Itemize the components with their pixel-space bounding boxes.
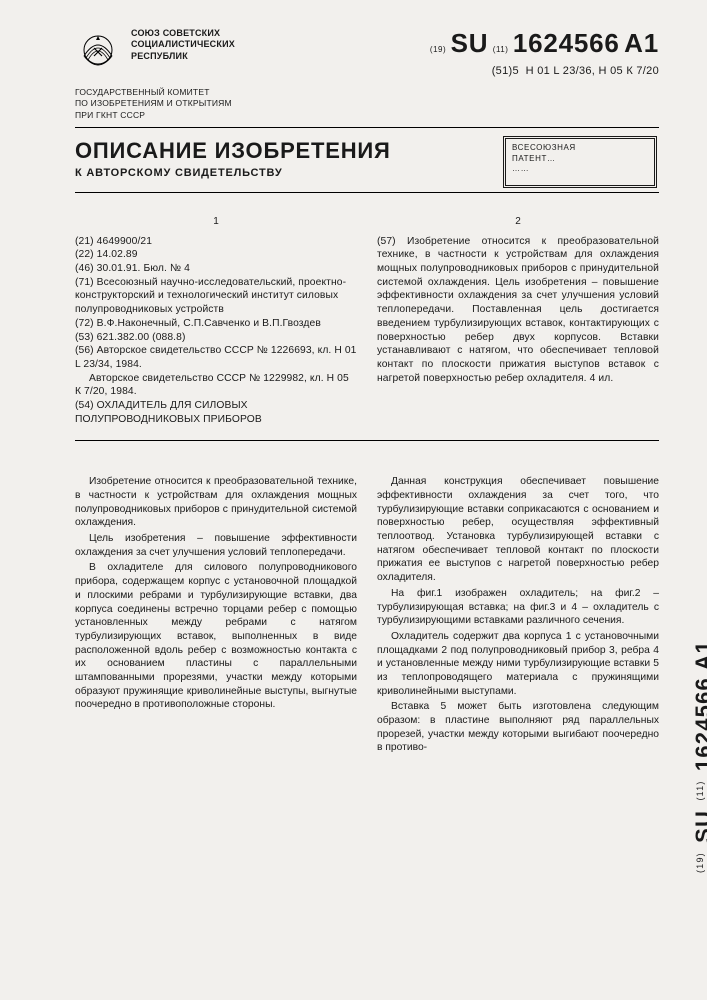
divider bbox=[75, 192, 659, 193]
union-name: СОЮЗ СОВЕТСКИХ СОЦИАЛИСТИЧЕСКИХ РЕСПУБЛИ… bbox=[131, 28, 235, 62]
body-paragraph: Данная конструкция обеспечивает повышени… bbox=[377, 475, 659, 585]
field-46: (46) 30.01.91. Бюл. № 4 bbox=[75, 262, 357, 276]
field-57-abstract: (57) Изобретение относится к преобразова… bbox=[377, 235, 659, 386]
committee-name: ГОСУДАРСТВЕННЫЙ КОМИТЕТ ПО ИЗОБРЕТЕНИЯМ … bbox=[75, 87, 659, 121]
committee-line: ПО ИЗОБРЕТЕНИЯМ И ОТКРЫТИЯМ bbox=[75, 98, 659, 109]
publication-number: (19) SU (11) 1624566 A1 (51)5 Н 01 L 23/… bbox=[430, 28, 659, 77]
committee-line: ПРИ ГКНТ СССР bbox=[75, 110, 659, 121]
body-paragraph: Цель изобретения – повышение эффективнос… bbox=[75, 532, 357, 559]
side-number: 1624566 A1 bbox=[691, 640, 707, 771]
field-72: (72) В.Ф.Наконечный, С.П.Савченко и В.П.… bbox=[75, 317, 357, 331]
side-11: (11) bbox=[695, 780, 705, 800]
side-country: SU bbox=[691, 810, 707, 843]
field-11-label: (11) bbox=[493, 45, 509, 54]
body-right-column: Данная конструкция обеспечивает повышени… bbox=[377, 475, 659, 757]
body-paragraph: Вставка 5 может быть изготовлена следующ… bbox=[377, 700, 659, 755]
body-paragraph: Изобретение относится к преобразовательн… bbox=[75, 475, 357, 530]
column-number: 2 bbox=[377, 215, 659, 228]
body-paragraph: Охладитель содержит два корпуса 1 с уста… bbox=[377, 630, 659, 698]
stamp-line: ВСЕСОЮЗНАЯ bbox=[512, 143, 648, 153]
field-53: (53) 621.382.00 (088.8) bbox=[75, 331, 357, 345]
body-left-column: Изобретение относится к преобразовательн… bbox=[75, 475, 357, 757]
country-code: SU bbox=[451, 28, 489, 58]
union-line: СОЮЗ СОВЕТСКИХ bbox=[131, 28, 235, 39]
library-stamp: ВСЕСОЮЗНАЯ ПАТЕНТ… …… bbox=[505, 138, 655, 186]
body-paragraph: В охладителе для силового полупроводнико… bbox=[75, 561, 357, 712]
pub-kind: A1 bbox=[624, 28, 659, 58]
field-54: (54) ОХЛАДИТЕЛЬ ДЛЯ СИЛОВЫХ ПОЛУПРОВОДНИ… bbox=[75, 399, 357, 426]
divider bbox=[75, 127, 659, 128]
doc-title: ОПИСАНИЕ ИЗОБРЕТЕНИЯ bbox=[75, 138, 391, 164]
committee-line: ГОСУДАРСТВЕННЫЙ КОМИТЕТ bbox=[75, 87, 659, 98]
field-22: (22) 14.02.89 bbox=[75, 248, 357, 262]
field-56b: Авторское свидетельство СССР № 1229982, … bbox=[75, 372, 357, 399]
union-line: РЕСПУБЛИК bbox=[131, 51, 235, 62]
column-number: 1 bbox=[75, 215, 357, 228]
pub-number: 1624566 bbox=[513, 28, 620, 58]
divider bbox=[75, 440, 659, 441]
field-19-label: (19) bbox=[430, 45, 446, 54]
field-71: (71) Всесоюзный научно-исследовательский… bbox=[75, 276, 357, 317]
stamp-line: …… bbox=[512, 164, 648, 174]
side-publication-label: (19) SU (11) 1624566 A1 bbox=[691, 640, 707, 875]
state-emblem bbox=[75, 28, 121, 74]
body-paragraph: На фиг.1 изображен охладитель; на фиг.2 … bbox=[377, 587, 659, 628]
ipc-codes: Н 01 L 23/36, Н 05 К 7/20 bbox=[526, 65, 659, 77]
stamp-line: ПАТЕНТ… bbox=[512, 154, 648, 164]
side-19: (19) bbox=[695, 852, 705, 873]
field-56: (56) Авторское свидетельство СССР № 1226… bbox=[75, 344, 357, 371]
union-line: СОЦИАЛИСТИЧЕСКИХ bbox=[131, 39, 235, 50]
doc-subtitle: К АВТОРСКОМУ СВИДЕТЕЛЬСТВУ bbox=[75, 167, 391, 179]
field-51-label: (51)5 bbox=[492, 65, 519, 77]
field-21: (21) 4649900/21 bbox=[75, 235, 357, 249]
